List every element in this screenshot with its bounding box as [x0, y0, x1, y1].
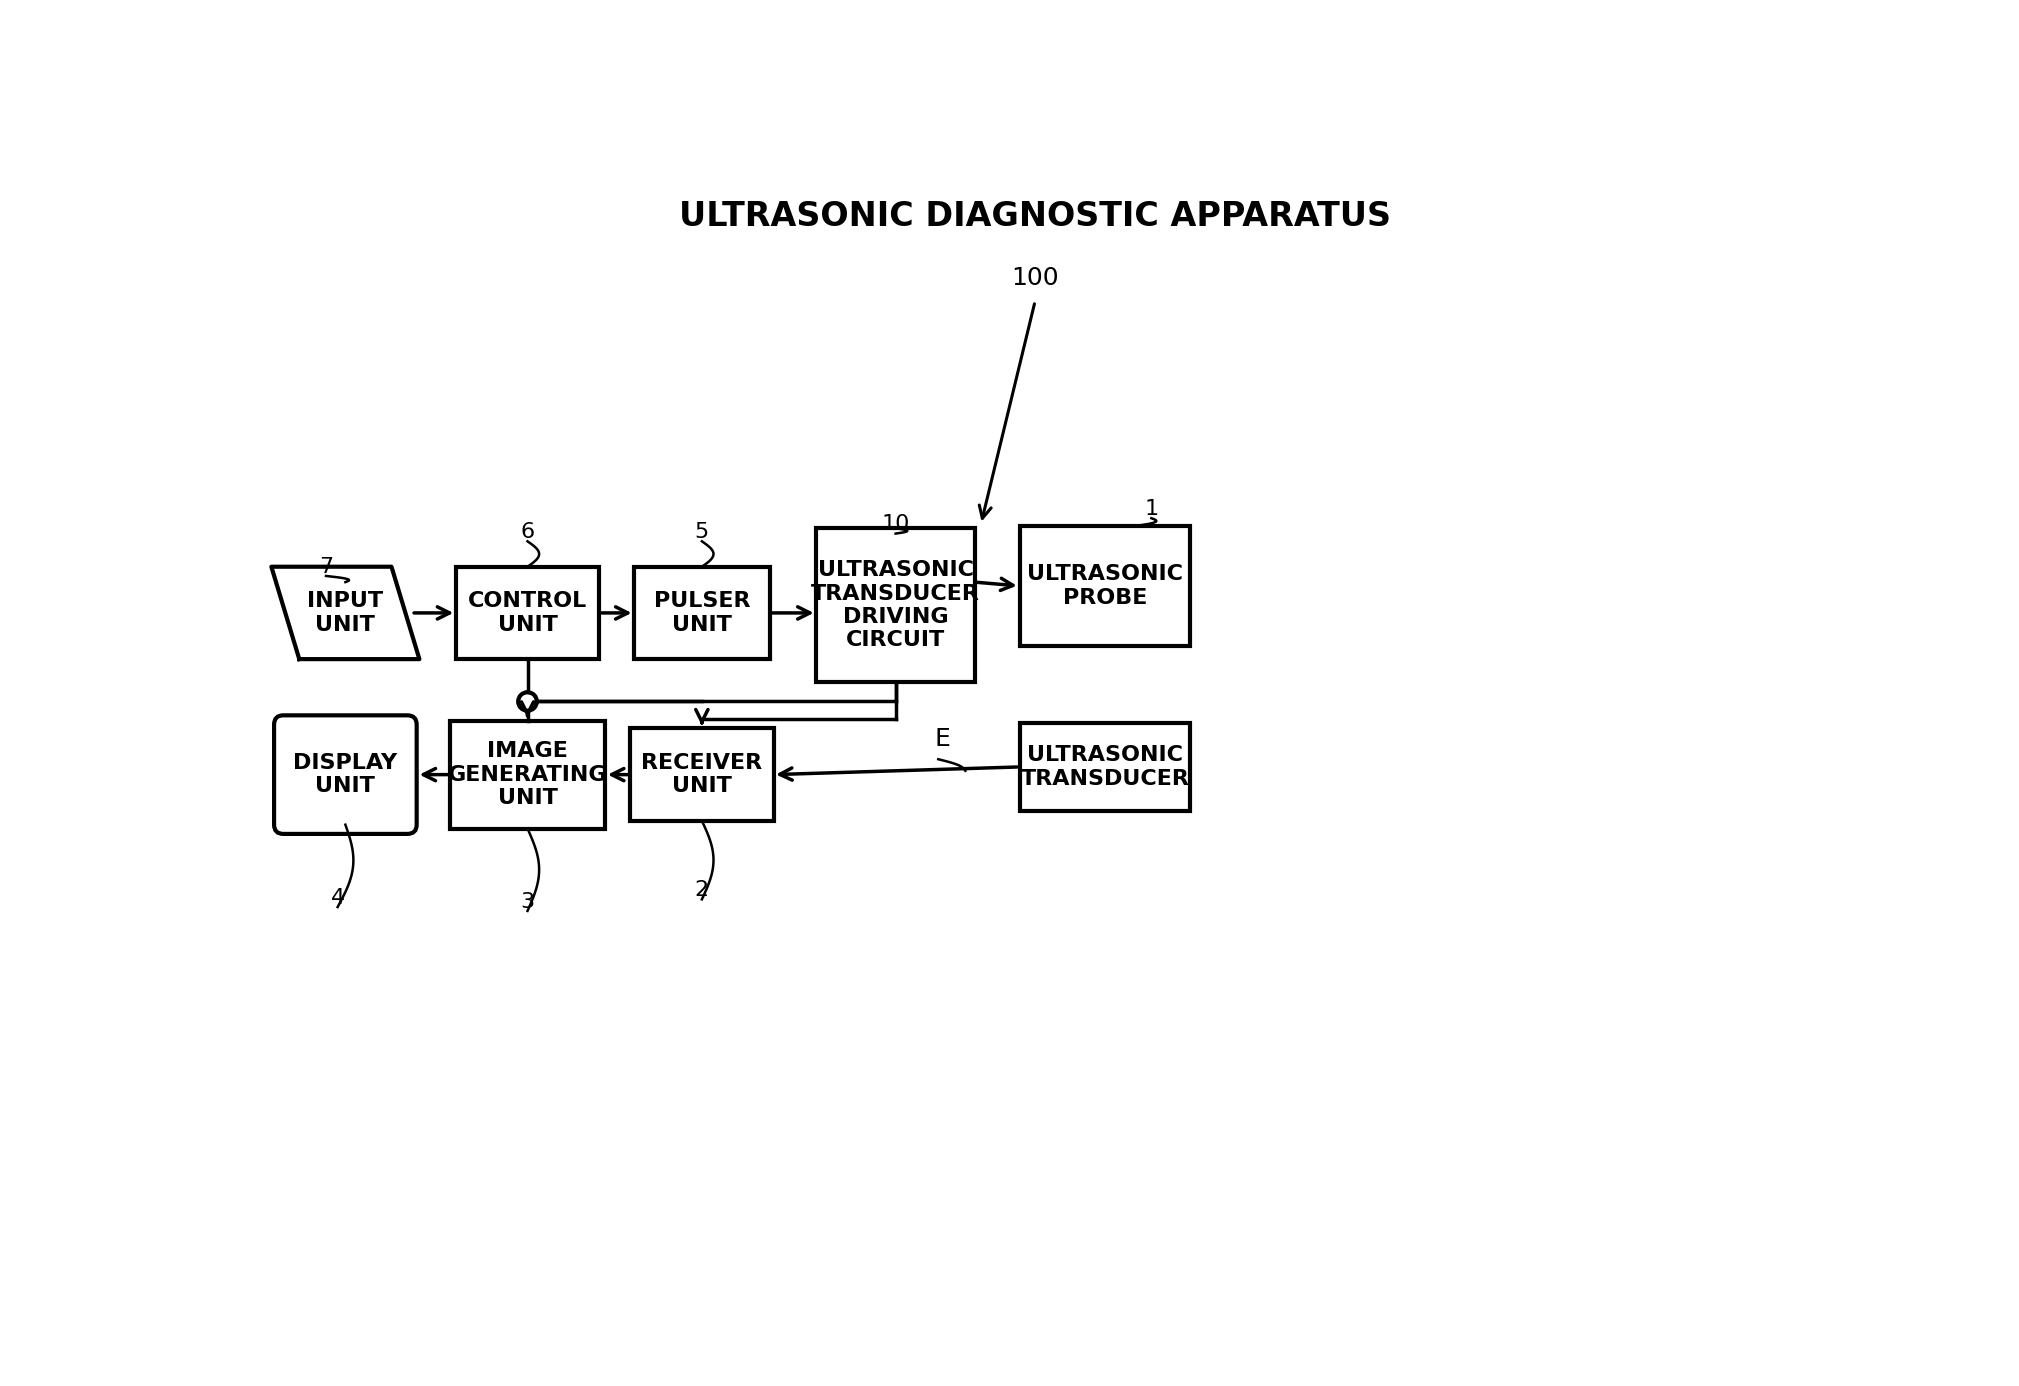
Text: ULTRASONIC
TRANSDUCER: ULTRASONIC TRANSDUCER — [1020, 746, 1189, 789]
Text: ULTRASONIC
TRANSDUCER
DRIVING
CIRCUIT: ULTRASONIC TRANSDUCER DRIVING CIRCUIT — [812, 560, 979, 650]
Text: 2: 2 — [695, 880, 709, 900]
Polygon shape — [271, 567, 420, 660]
Text: ULTRASONIC DIAGNOSTIC APPARATUS: ULTRASONIC DIAGNOSTIC APPARATUS — [678, 200, 1391, 233]
Text: 3: 3 — [521, 891, 535, 912]
Bar — [1020, 527, 1189, 646]
Text: RECEIVER
UNIT: RECEIVER UNIT — [642, 753, 763, 796]
Text: IMAGE
GENERATING
UNIT: IMAGE GENERATING UNIT — [448, 742, 608, 808]
Bar — [456, 567, 600, 660]
Text: PULSER
UNIT: PULSER UNIT — [654, 592, 751, 635]
Text: 10: 10 — [882, 514, 911, 535]
Text: 6: 6 — [521, 523, 535, 542]
Bar — [450, 721, 606, 829]
Text: 1: 1 — [1145, 499, 1159, 518]
Text: INPUT
UNIT: INPUT UNIT — [307, 592, 384, 635]
Text: 5: 5 — [695, 523, 709, 542]
Bar — [634, 567, 769, 660]
FancyBboxPatch shape — [275, 715, 416, 834]
Bar — [1020, 722, 1189, 811]
Text: 100: 100 — [1012, 266, 1058, 290]
Text: ULTRASONIC
PROBE: ULTRASONIC PROBE — [1028, 564, 1183, 607]
Text: 7: 7 — [319, 557, 333, 577]
Text: E: E — [935, 728, 951, 751]
Text: DISPLAY
UNIT: DISPLAY UNIT — [293, 753, 398, 796]
Bar — [816, 528, 975, 682]
Text: 4: 4 — [331, 888, 345, 908]
Bar — [630, 729, 773, 821]
Text: CONTROL
UNIT: CONTROL UNIT — [468, 592, 588, 635]
